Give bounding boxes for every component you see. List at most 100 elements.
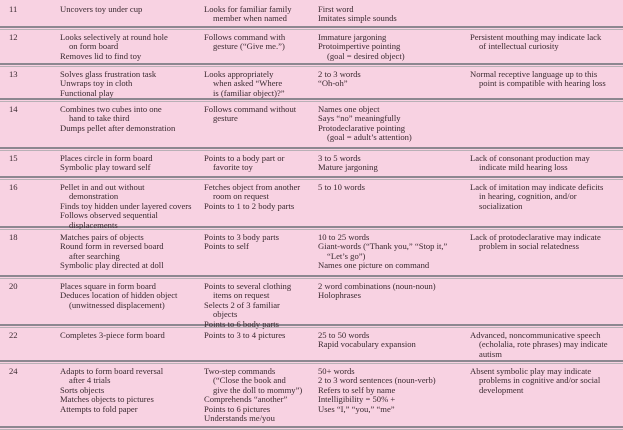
expressive-language-cell: First word Imitates simple sounds xyxy=(318,4,397,24)
cell-line: Points to 3 body parts xyxy=(204,232,279,242)
cell-line: Follows observed sequential xyxy=(60,210,158,221)
comments-cell: Advanced, noncommunicative speech (echola… xyxy=(470,330,608,359)
cell-line: Imitates simple sounds xyxy=(318,13,397,24)
age-cell: 18 xyxy=(9,232,18,242)
cell-line: indicate mild hearing loss xyxy=(479,162,568,173)
cell-line: objects xyxy=(213,309,238,320)
cell-line: 2 word combinations (noun-noun) xyxy=(318,281,436,291)
cell-line: “Let’s go”) xyxy=(327,250,366,261)
cell-line: Lack of imitation may indicate deficits xyxy=(470,182,604,192)
cell-line: is (familiar object)?” xyxy=(213,87,285,98)
table-row: 18 Matches pairs of objects Round form in … xyxy=(0,228,623,279)
cell-line: Advanced, noncommunicative speech xyxy=(470,330,601,340)
cell-line: Normal receptive language up to this xyxy=(470,69,598,79)
expressive-language-cell: 25 to 50 words Rapid vocabulary expansion xyxy=(318,330,416,350)
cell-line: development xyxy=(479,384,524,395)
visual-motor-cell: Matches pairs of objects Round form in re… xyxy=(60,232,164,271)
visual-motor-cell: Pellet in and out without demonstration Fi… xyxy=(60,182,192,230)
cell-line: Giant-words (“Thank you,” “Stop it,” xyxy=(318,241,448,252)
cell-line: Understands me/you xyxy=(204,413,275,424)
cell-line: Points to 3 to 4 pictures xyxy=(204,330,286,340)
table-row: 14 Combines two cubes into one hand to tak… xyxy=(0,100,623,151)
visual-motor-cell: Places square in form board Deduces locat… xyxy=(60,281,178,310)
cell-line: Looks appropriately xyxy=(204,69,274,79)
cell-line: Removes lid to find toy xyxy=(60,50,142,61)
cell-line: Finds toy hidden under layered covers xyxy=(60,200,192,211)
cell-line: (echolalia, rote phrases) may indicate xyxy=(479,339,608,350)
cell-line: Lack of consonant production may xyxy=(470,153,590,163)
table-row: 15 Places circle in form board Symbolic pl… xyxy=(0,149,623,180)
cell-line: autism xyxy=(479,348,502,359)
cell-line: Refers to self by name xyxy=(318,384,396,395)
cell-line: Solves glass frustration task xyxy=(60,69,157,79)
visual-motor-cell: Places circle in form board Symbolic play… xyxy=(60,153,153,173)
cell-line: Looks for familiar family xyxy=(204,4,292,14)
visual-motor-cell: Uncovers toy under cup xyxy=(60,4,142,14)
cell-line: favorite toy xyxy=(213,162,253,173)
cell-line: Attempts to fold paper xyxy=(60,403,138,414)
cell-line: Dumps pellet after demonstration xyxy=(60,122,176,133)
cell-line: give the doll to mommy”) xyxy=(213,384,303,395)
cell-line: of intellectual curiosity xyxy=(479,41,559,52)
table-row: 11 Uncovers toy under cup Looks for famili… xyxy=(0,0,623,30)
table-row: 13 Solves glass frustration task Unwraps t… xyxy=(0,65,623,102)
table-row: 22 Completes 3-piece form board Points to … xyxy=(0,326,623,364)
cell-line: Places square in form board xyxy=(60,281,156,291)
cell-line: Deduces location of hidden object xyxy=(60,290,178,301)
cell-line: Uses “I,” “you,” “me” xyxy=(318,403,395,414)
cell-line: Holophrases xyxy=(318,290,361,301)
cell-line: Names one picture on command xyxy=(318,260,430,271)
cell-line: Completes 3-piece form board xyxy=(60,330,165,340)
receptive-language-cell: Points to a body part or favorite toy xyxy=(204,153,285,173)
cell-line: gesture (“Give me.”) xyxy=(213,41,285,52)
cell-line: (unwitnessed displacement) xyxy=(69,299,165,310)
cell-line: Rapid vocabulary expansion xyxy=(318,339,416,350)
cell-line: Points to several clothing xyxy=(204,281,292,291)
receptive-language-cell: Looks appropriately when asked “Where is (… xyxy=(204,69,285,98)
cell-line: Comprehends “another” xyxy=(204,394,288,405)
receptive-language-cell: Points to 3 body parts Points to self xyxy=(204,232,279,252)
cell-line: gesture xyxy=(213,113,238,124)
cell-line: Mature jargoning xyxy=(318,162,378,173)
cell-line: 10 to 25 words xyxy=(318,232,370,242)
cell-line: Symbolic play toward self xyxy=(60,162,151,173)
cell-line: Sorts objects xyxy=(60,384,105,395)
cell-line: Points to self xyxy=(204,241,249,252)
expressive-language-cell: 2 word combinations (noun-noun) Holophras… xyxy=(318,281,436,301)
cell-line: Points to a body part or xyxy=(204,153,285,163)
expressive-language-cell: 50+ words 2 to 3 word sentences (noun-ver… xyxy=(318,366,436,414)
cell-line: Functional play xyxy=(60,87,114,98)
visual-motor-cell: Completes 3-piece form board xyxy=(60,330,165,340)
cell-line: First word xyxy=(318,4,354,14)
cell-line: Lack of protodeclarative may indicate xyxy=(470,232,601,242)
visual-motor-cell: Looks selectively at round hole on form b… xyxy=(60,32,168,61)
age-cell: 20 xyxy=(9,281,18,291)
age-cell: 11 xyxy=(9,4,18,14)
cell-line: (goal = desired object) xyxy=(327,50,405,61)
cell-line: “Oh-oh” xyxy=(318,78,348,89)
cell-line: Intelligibility = 50% + xyxy=(318,394,396,405)
cell-line: (goal = adult’s attention) xyxy=(327,132,412,143)
cell-line: in hearing, cognition, and/or xyxy=(479,191,577,202)
cell-line: problems in cognitive and/or social xyxy=(479,375,601,386)
cell-line: Matches objects to pictures xyxy=(60,394,154,405)
cell-line: after searching xyxy=(69,250,120,261)
age-cell: 13 xyxy=(9,69,18,79)
expressive-language-cell: Immature jargoning Protoimpertive pointin… xyxy=(318,32,405,61)
cell-line: 2 to 3 word sentences (noun-verb) xyxy=(318,375,436,386)
expressive-language-cell: 2 to 3 words “Oh-oh” xyxy=(318,69,361,89)
receptive-language-cell: Two-step commands (“Close the book and giv… xyxy=(204,366,303,424)
cell-line: items on request xyxy=(213,290,270,301)
comments-cell: Lack of protodeclarative may indicate pro… xyxy=(470,232,601,252)
cell-line: Combines two cubes into one xyxy=(60,104,162,114)
cell-line: 2 to 3 words xyxy=(318,69,361,79)
cell-line: Places circle in form board xyxy=(60,153,153,163)
comments-cell: Lack of imitation may indicate deficits i… xyxy=(470,182,604,211)
comments-cell: Lack of consonant production may indicate… xyxy=(470,153,590,173)
cell-line: Names one object xyxy=(318,104,380,114)
cell-line: Two-step commands xyxy=(204,366,276,376)
cell-line: (“Close the book and xyxy=(213,375,286,386)
comments-cell: Absent symbolic play may indicate problem… xyxy=(470,366,601,395)
expressive-language-cell: 5 to 10 words xyxy=(318,182,365,192)
cell-line: socialization xyxy=(479,200,523,211)
